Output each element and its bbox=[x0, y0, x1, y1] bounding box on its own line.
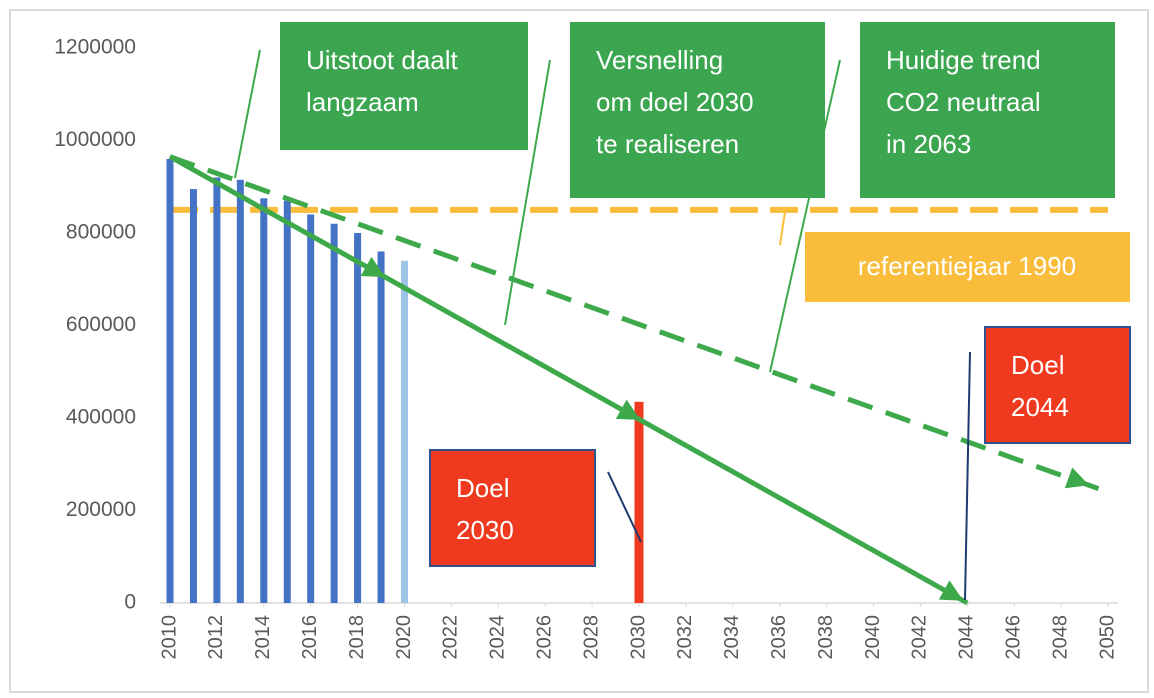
y-tick-label: 400000 bbox=[66, 406, 136, 429]
x-tick-label: 2034 bbox=[721, 615, 743, 660]
bar bbox=[354, 233, 362, 603]
x-tick-label: 2020 bbox=[393, 615, 415, 660]
x-tick-label: 2048 bbox=[1049, 615, 1071, 660]
y-tick-label: 800000 bbox=[66, 221, 136, 244]
arrow-head bbox=[938, 580, 964, 601]
annotation-text: om doel 2030 bbox=[596, 87, 754, 117]
annotation-text: te realiseren bbox=[596, 129, 739, 159]
bar bbox=[307, 214, 315, 603]
x-tick-label: 2012 bbox=[205, 615, 227, 660]
x-tick-label: 2024 bbox=[487, 615, 509, 660]
x-tick-label: 2038 bbox=[815, 615, 837, 660]
goal-bar bbox=[634, 401, 644, 603]
callout-line bbox=[964, 351, 971, 601]
annotation-text: langzaam bbox=[306, 87, 419, 117]
arrow-head bbox=[615, 399, 641, 421]
bar bbox=[189, 189, 197, 603]
y-tick-label: 600000 bbox=[66, 313, 136, 336]
annotation-text: Doel bbox=[1011, 350, 1064, 380]
arrow-head bbox=[360, 256, 386, 278]
annotation-box bbox=[280, 22, 528, 150]
x-tick-label: 2042 bbox=[909, 615, 931, 660]
bar bbox=[260, 198, 268, 603]
y-tick-label: 1200000 bbox=[54, 36, 136, 59]
trend-line-dashed bbox=[169, 154, 1109, 495]
bar bbox=[377, 251, 385, 603]
annotation-text: CO2 neutraal bbox=[886, 87, 1041, 117]
y-tick-label: 0 bbox=[124, 591, 136, 614]
trend-line bbox=[168, 154, 969, 606]
x-tick-label: 2016 bbox=[299, 615, 321, 660]
annotation-text: Uitstoot daalt bbox=[306, 45, 459, 75]
callout-line bbox=[779, 211, 786, 246]
annotation-text: Doel bbox=[456, 473, 509, 503]
annotation-text: 2044 bbox=[1011, 392, 1069, 422]
callout-line bbox=[504, 59, 551, 326]
x-tick-label: 2030 bbox=[627, 615, 649, 660]
x-tick-label: 2036 bbox=[768, 615, 790, 660]
annotation-box bbox=[429, 449, 596, 567]
annotation-box bbox=[570, 22, 825, 198]
x-tick-label: 2018 bbox=[346, 615, 368, 660]
bar bbox=[213, 177, 221, 603]
callout-line bbox=[234, 49, 261, 179]
annotation-text: in 2063 bbox=[886, 129, 971, 159]
x-tick-label: 2022 bbox=[440, 615, 462, 660]
annotation-text: Versnelling bbox=[596, 45, 723, 75]
annotation-box bbox=[984, 326, 1131, 444]
annotation-text: Huidige trend bbox=[886, 45, 1041, 75]
x-tick-label: 2040 bbox=[862, 615, 884, 660]
x-tick-label: 2010 bbox=[158, 615, 180, 660]
callout-line bbox=[769, 59, 841, 373]
x-tick-label: 2044 bbox=[956, 615, 978, 660]
arrow-head bbox=[1064, 467, 1090, 489]
x-tick-label: 2050 bbox=[1096, 615, 1118, 660]
y-tick-label: 200000 bbox=[66, 498, 136, 521]
x-tick-label: 2032 bbox=[674, 615, 696, 660]
bar bbox=[401, 260, 408, 603]
bar bbox=[330, 223, 338, 603]
annotation-text: 2030 bbox=[456, 515, 514, 545]
reference-box bbox=[805, 232, 1130, 302]
annotation-box bbox=[860, 22, 1115, 198]
x-tick-label: 2014 bbox=[252, 615, 274, 660]
x-tick-label: 2028 bbox=[580, 615, 602, 660]
reference-label: referentiejaar 1990 bbox=[858, 251, 1076, 281]
bar bbox=[236, 179, 244, 603]
bar bbox=[166, 159, 174, 603]
x-tick-label: 2046 bbox=[1002, 615, 1024, 660]
callout-line bbox=[607, 471, 642, 543]
x-tick-label: 2026 bbox=[533, 615, 555, 660]
bar bbox=[283, 200, 291, 603]
y-tick-label: 1000000 bbox=[54, 128, 136, 151]
